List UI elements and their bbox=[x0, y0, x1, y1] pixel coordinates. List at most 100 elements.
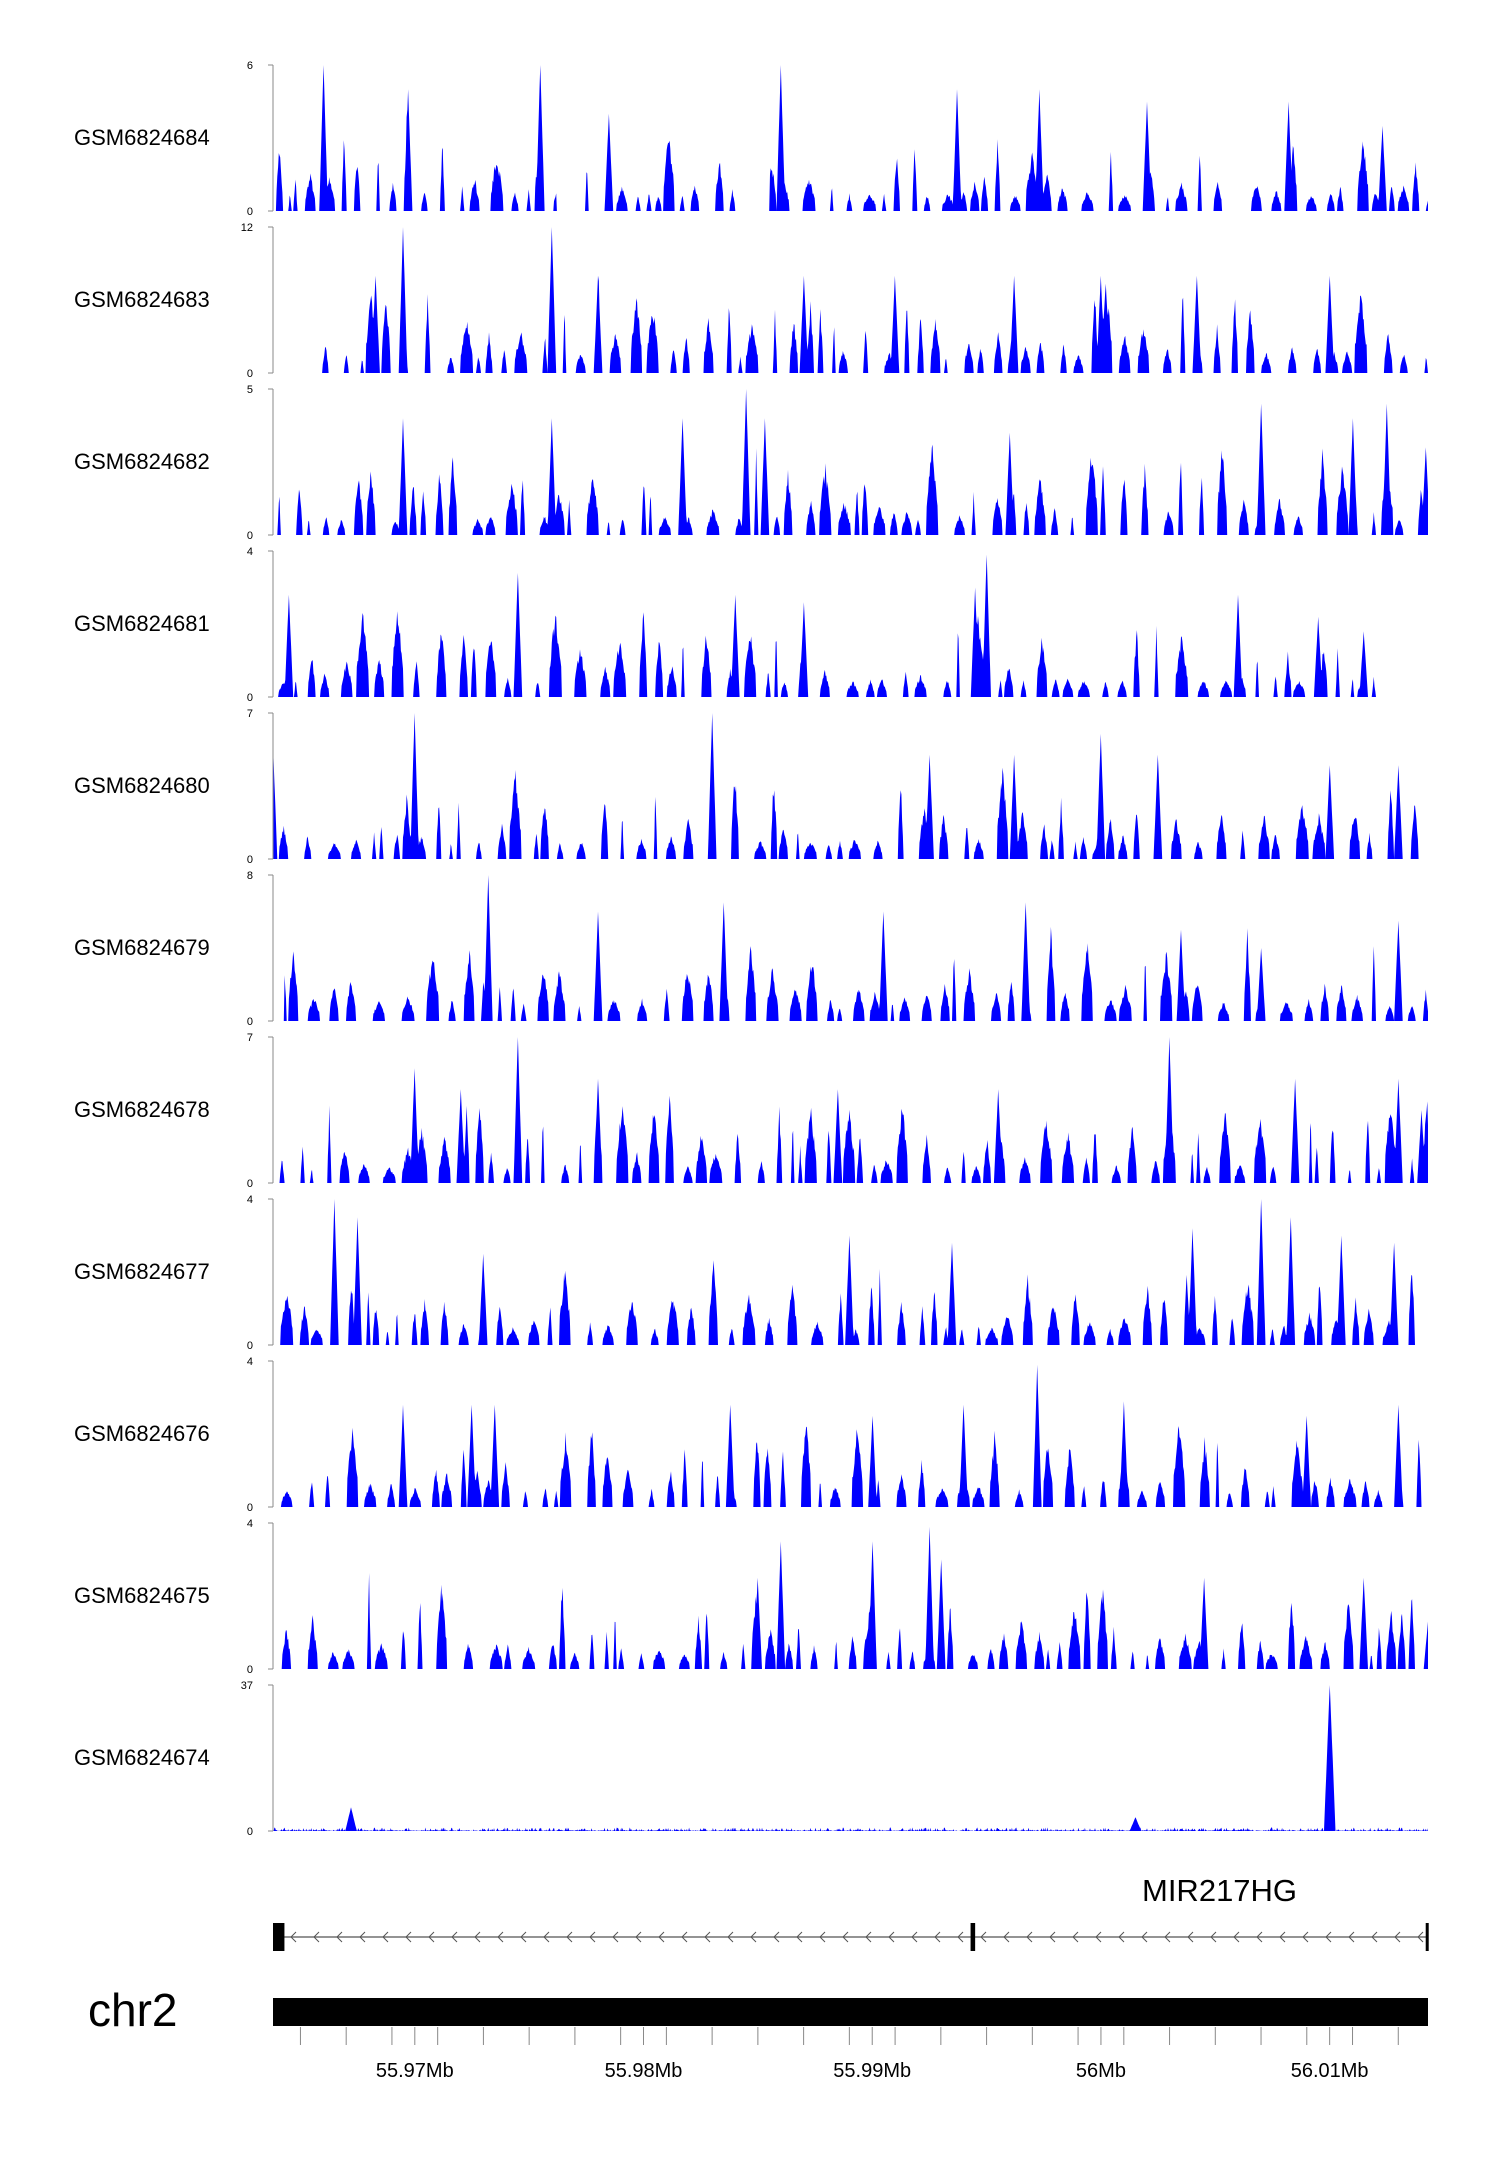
coverage-area bbox=[273, 227, 1428, 373]
strand-arrow bbox=[520, 1931, 527, 1943]
strand-arrow bbox=[1302, 1931, 1309, 1943]
strand-arrow bbox=[1187, 1931, 1194, 1943]
y-tick-label-min: 0 bbox=[247, 1664, 253, 1676]
track-label: GSM6824681 bbox=[74, 611, 210, 636]
chromosome-bar bbox=[273, 1998, 1428, 2026]
coverage-track-GSM6824676: 4 0 GSM6824676 bbox=[74, 1356, 1428, 1514]
strand-arrow bbox=[1164, 1931, 1171, 1943]
track-label: GSM6824679 bbox=[74, 935, 210, 960]
strand-arrow bbox=[1118, 1931, 1125, 1943]
strand-arrow bbox=[336, 1931, 343, 1943]
strand-arrow bbox=[1026, 1931, 1033, 1943]
coverage-track-GSM6824684: 6 0 GSM6824684 bbox=[74, 60, 1428, 218]
coverage-tracks: 6 0 GSM6824684 12 0 GSM6824683 5 0 GSM6824682 4 0 G… bbox=[74, 60, 1428, 1838]
y-tick-label-max: 4 bbox=[247, 546, 253, 558]
strand-arrow bbox=[1141, 1931, 1148, 1943]
strand-arrow bbox=[1371, 1931, 1378, 1943]
strand-arrow bbox=[658, 1931, 665, 1943]
coverage-area bbox=[273, 554, 1428, 697]
y-tick-label-min: 0 bbox=[247, 1340, 253, 1352]
strand-arrow bbox=[313, 1931, 320, 1943]
strand-arrow bbox=[842, 1931, 849, 1943]
strand-arrow bbox=[934, 1931, 941, 1943]
coverage-area bbox=[273, 1526, 1428, 1669]
strand-arrow bbox=[359, 1931, 366, 1943]
y-tick-label-max: 6 bbox=[247, 60, 253, 72]
track-label: GSM6824675 bbox=[74, 1583, 210, 1608]
y-tick-label-max: 8 bbox=[247, 870, 253, 882]
strand-arrow bbox=[681, 1931, 688, 1943]
x-tick-label: 55.97Mb bbox=[376, 2060, 454, 2082]
coverage-track-GSM6824680: 7 0 GSM6824680 bbox=[74, 708, 1428, 866]
coverage-area bbox=[273, 1685, 1428, 1831]
y-tick-label-max: 12 bbox=[241, 222, 253, 234]
strand-arrow bbox=[1233, 1931, 1240, 1943]
y-tick-label-max: 37 bbox=[241, 1680, 253, 1692]
strand-arrow bbox=[727, 1931, 734, 1943]
y-tick-label-min: 0 bbox=[247, 1826, 253, 1838]
y-tick-label-max: 4 bbox=[247, 1194, 253, 1206]
strand-arrow bbox=[750, 1931, 757, 1943]
y-tick-label-min: 0 bbox=[247, 854, 253, 866]
track-label: GSM6824684 bbox=[74, 125, 210, 150]
strand-arrow bbox=[428, 1931, 435, 1943]
track-label: GSM6824683 bbox=[74, 287, 210, 312]
y-tick-label-min: 0 bbox=[247, 530, 253, 542]
x-axis: 55.97Mb 55.98Mb 55.99Mb 56Mb 56.01Mb bbox=[299, 2027, 1399, 2082]
y-tick-label-min: 0 bbox=[247, 692, 253, 704]
x-tick-label: 55.99Mb bbox=[833, 2060, 911, 2082]
y-tick-label-max: 7 bbox=[247, 1032, 253, 1044]
strand-arrow bbox=[497, 1931, 504, 1943]
y-tick-label-min: 0 bbox=[247, 1016, 253, 1028]
track-label: GSM6824676 bbox=[74, 1421, 210, 1446]
strand-arrow bbox=[1210, 1931, 1217, 1943]
strand-arrow bbox=[773, 1931, 780, 1943]
y-tick-label-max: 4 bbox=[247, 1518, 253, 1530]
coverage-area bbox=[273, 1199, 1428, 1345]
strand-arrow bbox=[1325, 1931, 1332, 1943]
strand-arrow bbox=[1394, 1931, 1401, 1943]
strand-arrow bbox=[1417, 1931, 1424, 1943]
strand-arrow bbox=[405, 1931, 412, 1943]
strand-arrow bbox=[1095, 1931, 1102, 1943]
track-label: GSM6824682 bbox=[74, 449, 210, 474]
y-tick-label-min: 0 bbox=[247, 1178, 253, 1190]
strand-arrow bbox=[1072, 1931, 1079, 1943]
y-tick-label-min: 0 bbox=[247, 1502, 253, 1514]
coverage-track-GSM6824677: 4 0 GSM6824677 bbox=[74, 1194, 1428, 1352]
strand-arrow bbox=[819, 1931, 826, 1943]
strand-arrow bbox=[612, 1931, 619, 1943]
strand-arrow bbox=[589, 1931, 596, 1943]
gene-track: MIR217HG bbox=[273, 1873, 1429, 1951]
coverage-area bbox=[273, 65, 1428, 211]
strand-arrow bbox=[1279, 1931, 1286, 1943]
strand-arrow bbox=[957, 1931, 964, 1943]
coverage-area bbox=[273, 1037, 1428, 1183]
strand-arrow bbox=[888, 1931, 895, 1943]
coverage-area bbox=[273, 1364, 1428, 1507]
y-tick-label-max: 7 bbox=[247, 708, 253, 720]
coverage-track-GSM6824681: 4 0 GSM6824681 bbox=[74, 546, 1428, 704]
track-label: GSM6824677 bbox=[74, 1259, 210, 1284]
coverage-area bbox=[273, 389, 1428, 535]
strand-arrow bbox=[1049, 1931, 1056, 1943]
track-label: GSM6824674 bbox=[74, 1745, 210, 1770]
strand-arrow bbox=[290, 1931, 297, 1943]
strand-arrow bbox=[566, 1931, 573, 1943]
strand-arrow bbox=[796, 1931, 803, 1943]
exon-block bbox=[273, 1923, 285, 1951]
gene-name-label: MIR217HG bbox=[1142, 1873, 1297, 1908]
y-tick-label-min: 0 bbox=[247, 206, 253, 218]
exon-block bbox=[1425, 1923, 1429, 1951]
coverage-track-GSM6824679: 8 0 GSM6824679 bbox=[74, 870, 1428, 1028]
y-tick-label-min: 0 bbox=[247, 368, 253, 380]
exon-block bbox=[970, 1923, 976, 1951]
strand-arrow bbox=[1256, 1931, 1263, 1943]
track-label: GSM6824680 bbox=[74, 773, 210, 798]
strand-arrow bbox=[382, 1931, 389, 1943]
strand-arrow bbox=[704, 1931, 711, 1943]
y-tick-label-max: 4 bbox=[247, 1356, 253, 1368]
coverage-track-GSM6824682: 5 0 GSM6824682 bbox=[74, 384, 1428, 542]
strand-arrow bbox=[635, 1931, 642, 1943]
